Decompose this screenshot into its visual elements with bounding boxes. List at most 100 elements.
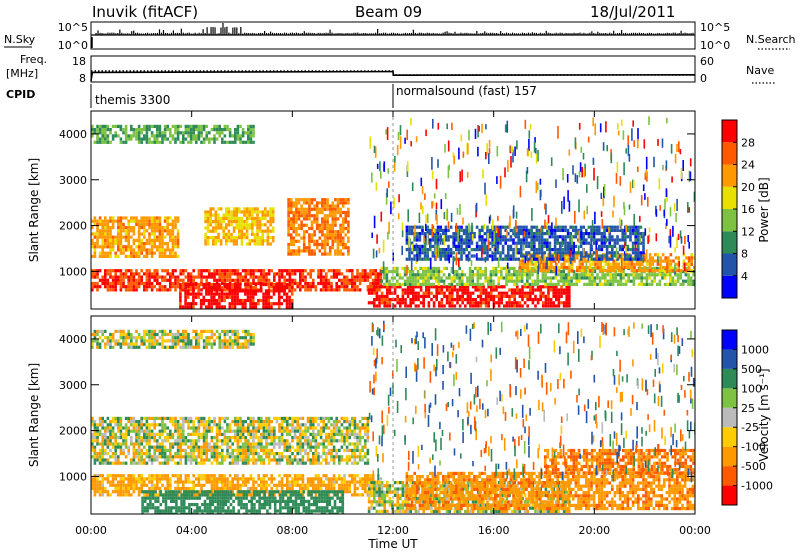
heatmap-cell — [378, 298, 381, 302]
heatmap-cell — [505, 276, 508, 280]
heatmap-cell — [658, 178, 661, 190]
heatmap-cell — [526, 298, 529, 302]
heatmap-cell — [91, 275, 94, 279]
heatmap-cell — [598, 238, 601, 242]
heatmap-cell — [602, 256, 605, 260]
heatmap-cell — [443, 291, 446, 295]
heatmap-cell — [534, 304, 537, 308]
heatmap-cell — [493, 231, 495, 245]
heatmap-cell — [648, 234, 651, 243]
heatmap-cell — [607, 262, 610, 266]
heatmap-cell — [523, 285, 527, 289]
heatmap-cell — [531, 301, 535, 305]
heatmap-cell — [390, 282, 394, 286]
heatmap-cell — [403, 270, 407, 274]
heatmap-cell — [479, 291, 483, 295]
heatmap-cell — [512, 241, 515, 245]
heatmap-cell — [199, 298, 203, 303]
heatmap-cell — [236, 137, 240, 141]
heatmap-cell — [114, 486, 117, 491]
heatmap-cell — [626, 248, 630, 252]
heatmap-cell — [226, 278, 229, 282]
heatmap-cell — [288, 302, 291, 306]
heatmap-cell — [313, 204, 316, 208]
heatmap-cell — [302, 236, 306, 240]
heatmap-cell — [348, 278, 351, 282]
heatmap-cell — [530, 225, 533, 229]
heatmap-cell — [682, 253, 686, 257]
heatmap-cell — [585, 273, 589, 277]
heatmap-cell — [470, 248, 474, 252]
heatmap-cell — [460, 254, 463, 258]
heatmap-cell — [575, 273, 578, 277]
heatmap-cell — [431, 251, 435, 255]
heatmap-cell — [243, 223, 246, 227]
heatmap-cell — [223, 285, 227, 289]
heatmap-cell — [429, 232, 432, 236]
heatmap-cell — [515, 279, 519, 283]
heatmap-cell — [127, 490, 130, 494]
heatmap-cell — [463, 273, 467, 277]
heatmap-cell — [685, 256, 688, 260]
heatmap-cell — [370, 288, 373, 292]
heatmap-cell — [340, 278, 344, 282]
heatmap-cell — [163, 235, 167, 239]
heatmap-cell — [674, 262, 678, 266]
heatmap-cell — [233, 295, 237, 299]
heatmap-cell — [610, 152, 613, 164]
heatmap-cell — [241, 298, 245, 303]
heatmap-cell — [212, 220, 215, 224]
heatmap-cell — [153, 477, 156, 481]
heatmap-cell — [627, 135, 629, 147]
heatmap-cell — [411, 276, 415, 280]
heatmap-cell — [208, 272, 211, 276]
heatmap-cell — [435, 233, 438, 244]
heatmap-cell — [516, 304, 519, 308]
heatmap-cell — [626, 225, 630, 229]
heatmap-cell — [565, 279, 568, 283]
heatmap-cell — [101, 131, 104, 135]
heatmap-cell — [627, 276, 630, 280]
heatmap-cell — [317, 269, 320, 273]
heatmap-cell — [145, 242, 149, 246]
heatmap-cell — [290, 282, 294, 287]
heatmap-cell — [174, 288, 177, 292]
heatmap-cell — [111, 137, 115, 141]
heatmap-cell — [296, 285, 299, 289]
heatmap-cell — [563, 256, 566, 260]
heatmap-cell — [286, 272, 289, 276]
heatmap-cell — [213, 269, 216, 273]
heatmap-cell — [293, 272, 297, 276]
heatmap-cell — [347, 210, 350, 215]
heatmap-cell — [486, 244, 489, 248]
heatmap-cell — [600, 232, 604, 236]
heatmap-cell — [192, 486, 195, 491]
heatmap-cell — [546, 282, 550, 286]
heatmap-cell — [524, 262, 527, 266]
heatmap-cell — [576, 269, 579, 273]
heatmap-cell — [513, 226, 516, 237]
heatmap-cell — [591, 259, 595, 263]
heatmap-cell — [339, 249, 342, 253]
heatmap-cell — [423, 248, 427, 252]
heatmap-cell — [530, 241, 533, 245]
heatmap-cell — [492, 282, 495, 286]
heatmap-cell — [161, 477, 164, 481]
heatmap-cell — [608, 238, 611, 242]
heatmap-cell — [546, 241, 549, 245]
heatmap-cell — [344, 226, 348, 231]
heatmap-cell — [419, 282, 422, 286]
heatmap-cell — [234, 131, 237, 135]
heatmap-cell — [600, 244, 604, 248]
heatmap-cell — [379, 272, 383, 276]
heatmap-cell — [206, 226, 210, 230]
heatmap-cell — [465, 225, 468, 229]
heatmap-cell — [561, 240, 564, 248]
heatmap-cell — [442, 273, 446, 277]
heatmap-cell — [174, 219, 177, 223]
heatmap-cell — [645, 170, 648, 177]
heatmap-cell — [435, 276, 438, 280]
heatmap-cell — [668, 235, 670, 244]
heatmap-cell — [166, 248, 169, 252]
heatmap-cell — [266, 236, 270, 240]
